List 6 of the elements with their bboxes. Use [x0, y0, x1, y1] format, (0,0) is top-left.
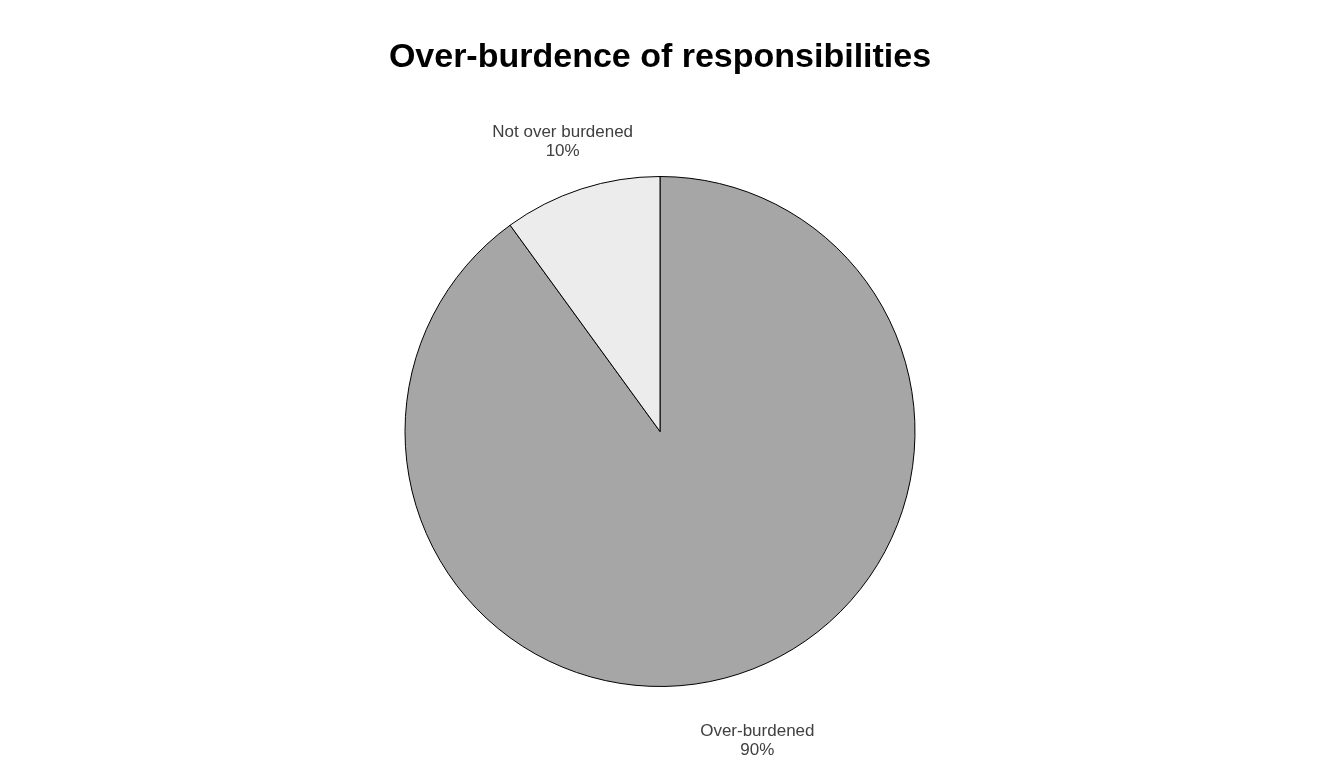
- pie-slice: [404, 176, 916, 687]
- data-label: 90%: [740, 740, 775, 760]
- chart-title: Over-burdence of responsibilities: [388, 36, 932, 74]
- slice-label: Not over burdened: [492, 121, 634, 141]
- data-label: 10%: [545, 140, 580, 160]
- slice-label: Over-burdened: [700, 721, 815, 741]
